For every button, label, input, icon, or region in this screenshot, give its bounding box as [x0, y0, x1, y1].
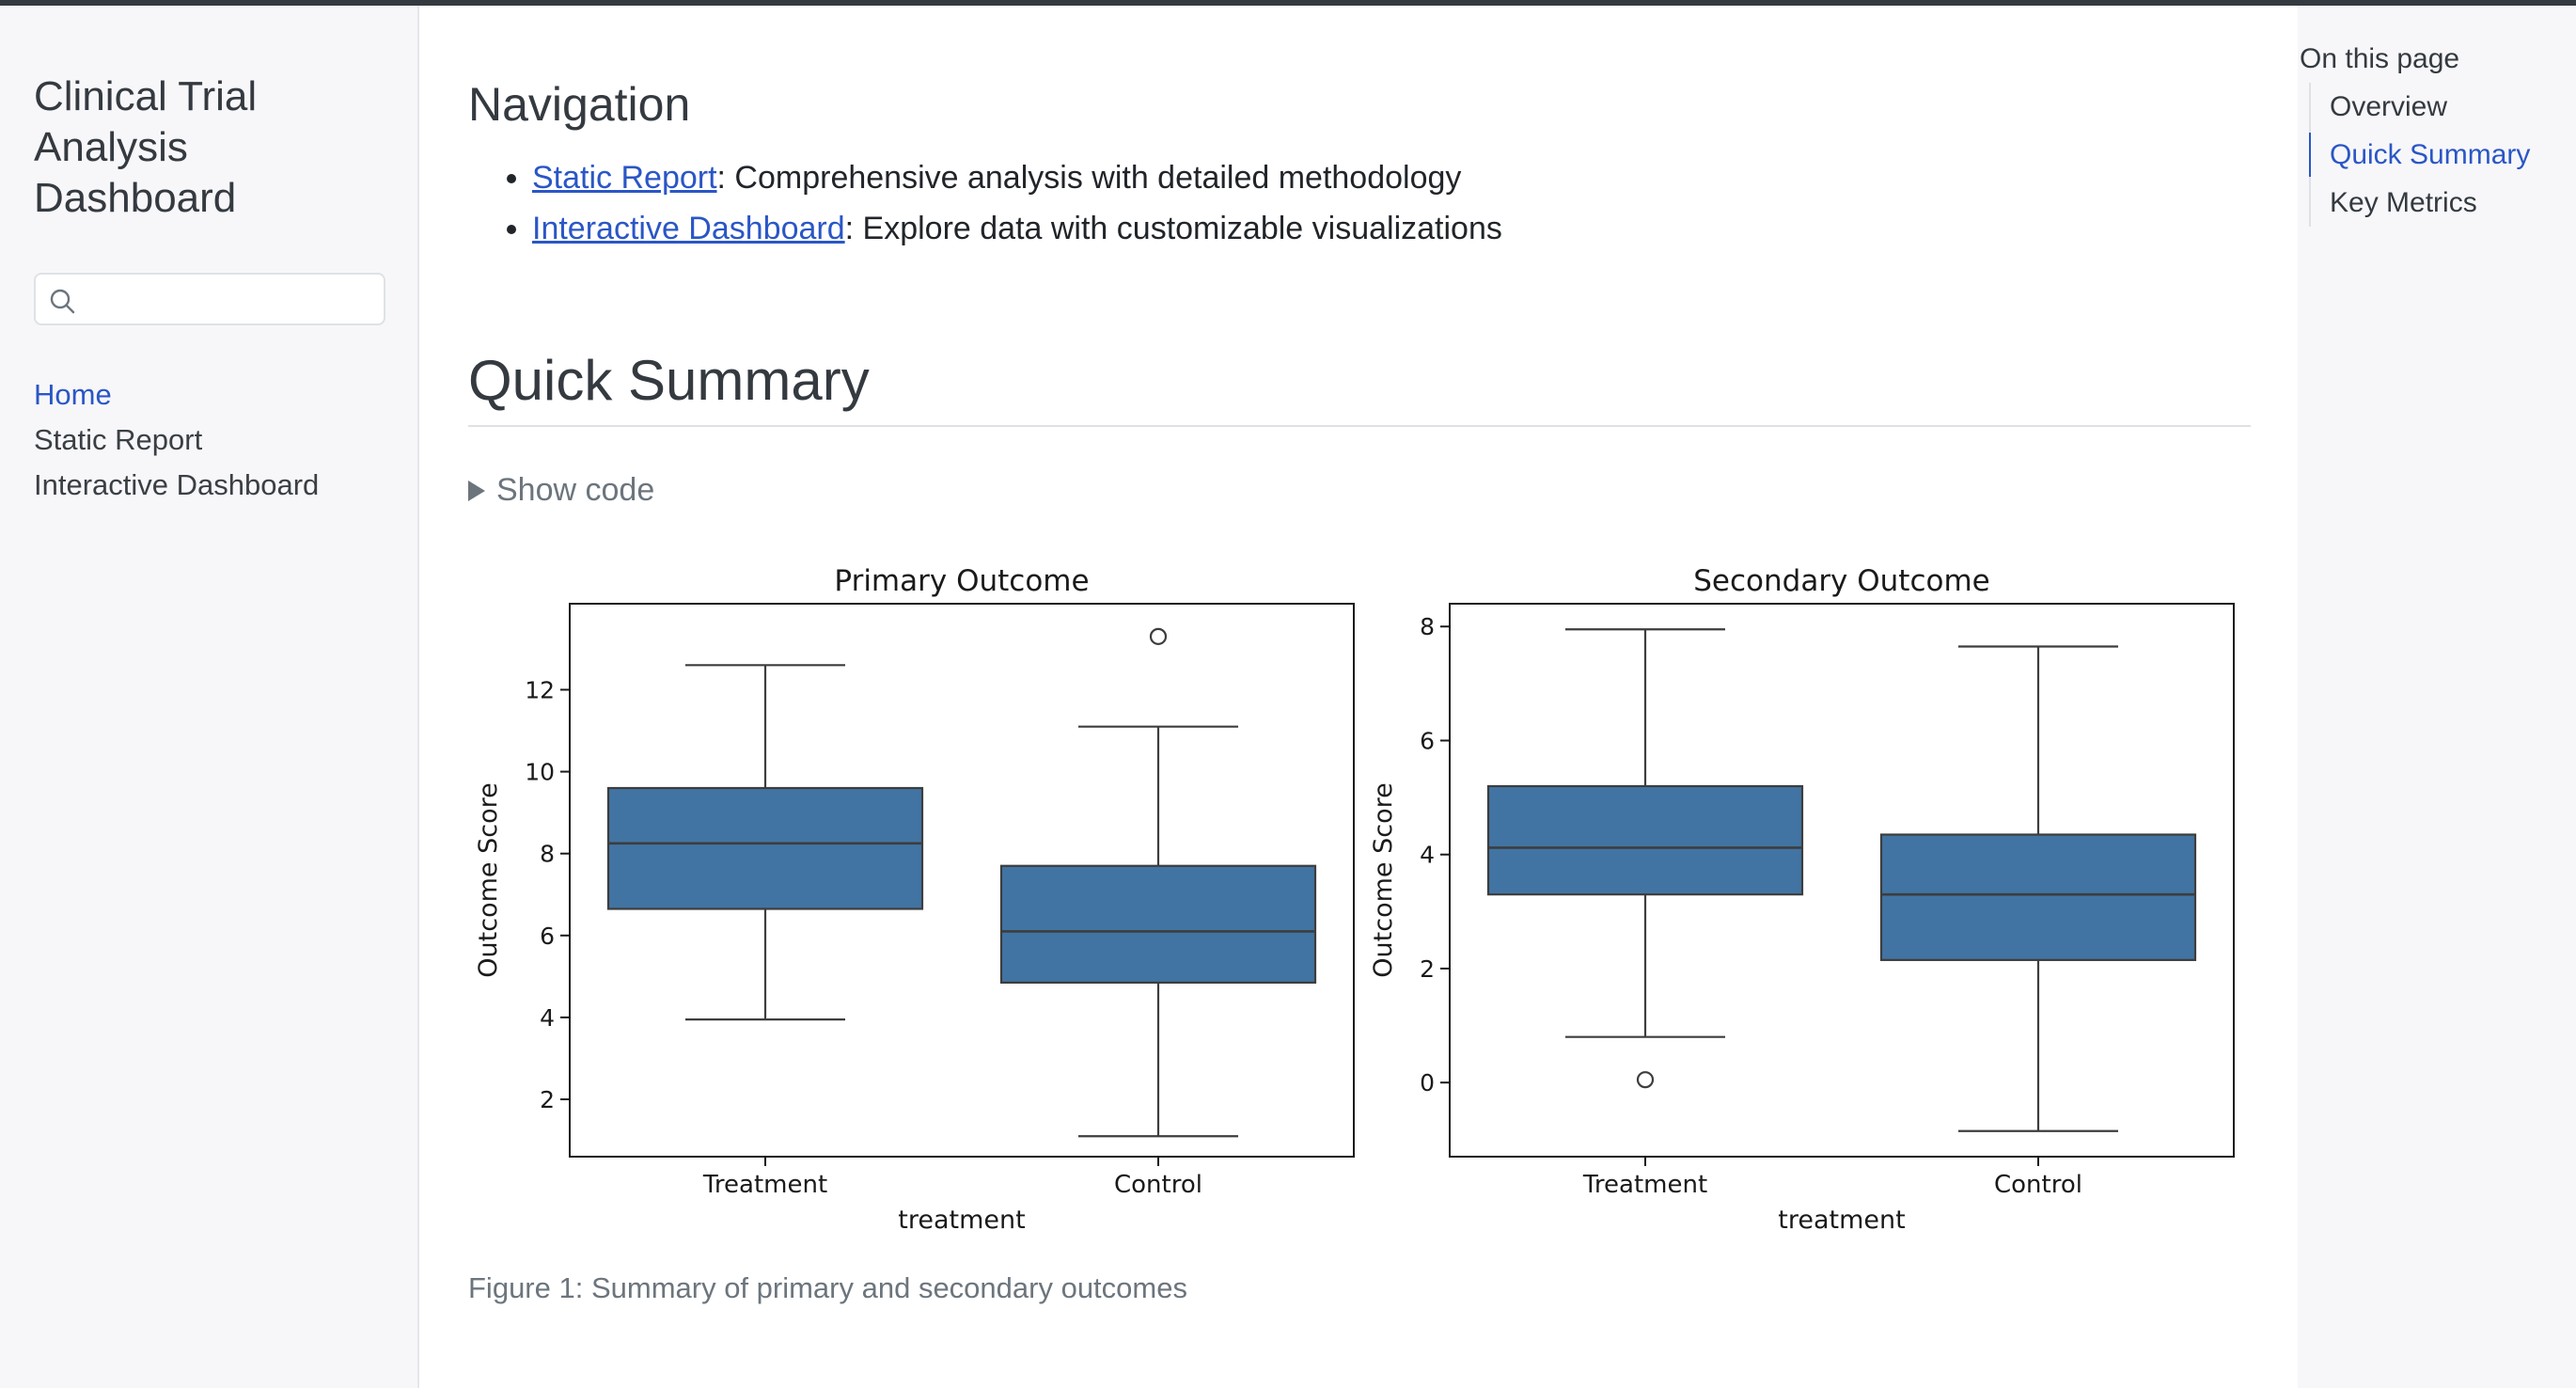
- show-code-toggle[interactable]: Show code: [468, 472, 654, 509]
- sidebar-item-home[interactable]: Home: [34, 378, 112, 411]
- y-tick-label: 12: [525, 676, 555, 703]
- plot-frame: [569, 603, 1355, 1158]
- outcome-boxplots-figure: Primary Outcome 2 4 6 8 10 12 Outcome Score Trea…: [474, 564, 2235, 1235]
- search-box[interactable]: [34, 273, 385, 325]
- toc-list: Overview Quick Summary Key Metrics: [2308, 83, 2530, 227]
- quick-summary-heading: Quick Summary: [468, 349, 870, 412]
- static-report-link[interactable]: Static Report: [532, 160, 717, 196]
- disclosure-triangle-icon: [468, 480, 485, 501]
- y-tick-label: 2: [1420, 955, 1435, 983]
- box-treatment: [1486, 784, 1804, 896]
- y-tick-label: 0: [1420, 1069, 1435, 1096]
- sidebar-nav: Home Static Report Interactive Dashboard: [34, 372, 319, 508]
- navigation-link-list: Static Report: Comprehensive analysis wi…: [468, 152, 1502, 254]
- x-tick-label: Control: [1114, 1171, 1202, 1199]
- toc-item-quick-summary[interactable]: Quick Summary: [2308, 131, 2530, 179]
- navigation-heading: Navigation: [468, 78, 691, 131]
- toc-title: On this page: [2300, 43, 2460, 74]
- y-tick-label: 6: [1420, 727, 1435, 754]
- interactive-dashboard-description: : Explore data with customizable visuali…: [844, 211, 1502, 246]
- y-tick-label: 6: [540, 923, 555, 950]
- y-tick-label: 4: [540, 1004, 555, 1032]
- outlier-point: [1149, 627, 1168, 645]
- box-control: [999, 864, 1317, 984]
- static-report-description: : Comprehensive analysis with detailed m…: [716, 160, 1462, 196]
- left-sidebar: Clinical Trial Analysis Dashboard Home S…: [0, 6, 419, 1388]
- interactive-dashboard-link[interactable]: Interactive Dashboard: [532, 211, 845, 246]
- x-tick-label: Control: [1994, 1171, 2082, 1199]
- y-tick-label: 4: [1420, 842, 1435, 869]
- figure-caption: Figure 1: Summary of primary and seconda…: [468, 1271, 1187, 1304]
- search-icon: [50, 289, 75, 314]
- sidebar-item-interactive-dashboard[interactable]: Interactive Dashboard: [34, 468, 320, 501]
- search-input[interactable]: [88, 282, 374, 318]
- top-accent-bar: [0, 0, 2576, 6]
- show-code-label: Show code: [496, 472, 655, 508]
- outlier-point: [1636, 1071, 1655, 1089]
- x-tick-label: Treatment: [702, 1171, 827, 1199]
- chart-title: Primary Outcome: [834, 564, 1089, 598]
- list-item: Static Report: Comprehensive analysis wi…: [532, 152, 1502, 203]
- y-axis-label: Outcome Score: [474, 782, 503, 977]
- box-control: [1879, 833, 2197, 961]
- y-tick-label: 2: [540, 1086, 555, 1113]
- sidebar-item-static-report[interactable]: Static Report: [34, 423, 203, 456]
- heading-divider: [468, 425, 2251, 427]
- plot-frame: [1449, 603, 2235, 1158]
- y-axis-label: Outcome Score: [1369, 782, 1398, 977]
- table-of-contents: On this page Overview Quick Summary Key …: [2298, 6, 2576, 1388]
- y-tick-label: 10: [525, 759, 555, 786]
- x-tick-label: Treatment: [1582, 1171, 1707, 1199]
- box-treatment: [606, 786, 924, 910]
- list-item: Interactive Dashboard: Explore data with…: [532, 203, 1502, 254]
- main-content: Navigation Static Report: Comprehensive …: [468, 6, 2253, 1388]
- x-axis-label: treatment: [898, 1206, 1025, 1235]
- toc-item-key-metrics[interactable]: Key Metrics: [2330, 187, 2477, 218]
- y-tick-label: 8: [540, 841, 555, 868]
- x-axis-label: treatment: [1778, 1206, 1905, 1235]
- chart-title: Secondary Outcome: [1693, 564, 1990, 598]
- toc-item-overview[interactable]: Overview: [2330, 91, 2448, 122]
- y-tick-label: 8: [1420, 613, 1435, 640]
- site-title[interactable]: Clinical Trial Analysis Dashboard: [34, 73, 258, 221]
